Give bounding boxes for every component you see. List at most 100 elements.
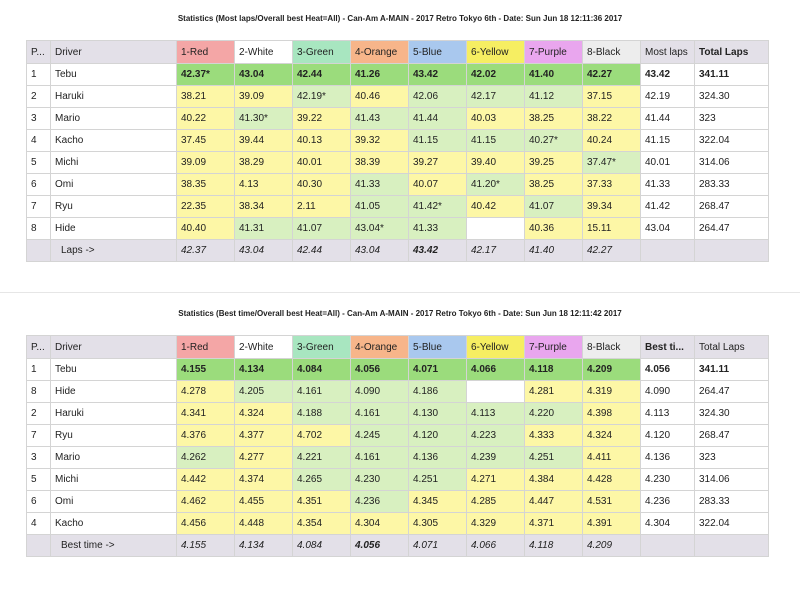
column-header[interactable]: 4-Orange xyxy=(350,335,409,359)
table-row[interactable]: 7 Ryu 4.376 4.377 4.702 4.245 4.120 4.223 4.333 4… xyxy=(26,424,769,447)
column-header[interactable]: Total Laps xyxy=(694,40,769,64)
lane-value-cell: 43.04* xyxy=(350,217,409,240)
lane-value-cell: 42.27 xyxy=(582,63,641,86)
total-laps-cell: 322.04 xyxy=(694,512,769,535)
lane-value-cell: 42.17 xyxy=(466,85,525,108)
column-header[interactable]: 3-Green xyxy=(292,40,351,64)
table-row[interactable]: 4 Kacho 4.456 4.448 4.354 4.304 4.305 4.329 4.37… xyxy=(26,512,769,535)
lane-value-cell: 39.40 xyxy=(466,151,525,174)
column-header[interactable]: 3-Green xyxy=(292,335,351,359)
lane-value-cell: 39.09 xyxy=(234,85,293,108)
column-header[interactable]: 8-Black xyxy=(582,40,641,64)
column-header[interactable]: 7-Purple xyxy=(524,335,583,359)
column-header[interactable]: 2-White xyxy=(234,335,293,359)
position-cell: 5 xyxy=(26,468,51,491)
lane-value-cell: 41.44 xyxy=(408,107,467,130)
best-cell: 41.44 xyxy=(640,107,695,130)
column-header[interactable]: 6-Yellow xyxy=(466,40,525,64)
column-header[interactable]: 6-Yellow xyxy=(466,335,525,359)
summary-empty-cell xyxy=(26,534,51,557)
lane-value-cell: 4.071 xyxy=(408,358,467,381)
table-row[interactable]: 3 Mario 40.22 41.30* 39.22 41.43 41.44 40.03 38.… xyxy=(26,107,769,130)
best-cell: 4.090 xyxy=(640,380,695,403)
table-row[interactable]: 4 Kacho 37.45 39.44 40.13 39.32 41.15 41.15 40.2… xyxy=(26,129,769,152)
position-cell: 2 xyxy=(26,402,51,425)
column-header[interactable]: Driver xyxy=(50,335,177,359)
column-header[interactable]: Most laps xyxy=(640,40,695,64)
table2-header-row: P... Driver 1-Red 2-White 3-Green 4-Orange 5-B… xyxy=(26,335,769,359)
position-cell: 2 xyxy=(26,85,51,108)
lane-value-cell: 4.13 xyxy=(234,173,293,196)
lane-value-cell: 4.230 xyxy=(350,468,409,491)
total-laps-cell: 283.33 xyxy=(694,490,769,513)
summary-value-cell: 41.40 xyxy=(524,239,583,262)
column-header[interactable]: P... xyxy=(26,335,51,359)
column-header[interactable]: Best ti... xyxy=(640,335,695,359)
driver-cell: Tebu xyxy=(50,358,177,381)
table-row[interactable]: 6 Omi 38.35 4.13 40.30 41.33 40.07 41.20* 38.25 3… xyxy=(26,173,769,196)
lane-value-cell: 38.25 xyxy=(524,173,583,196)
driver-cell: Haruki xyxy=(50,85,177,108)
lane-value-cell: 4.236 xyxy=(350,490,409,513)
lane-value-cell: 4.345 xyxy=(408,490,467,513)
table-row[interactable]: 2 Haruki 4.341 4.324 4.188 4.161 4.130 4.113 4.2… xyxy=(26,402,769,425)
table-row[interactable]: 5 Michi 39.09 38.29 40.01 38.39 39.27 39.40 39.2… xyxy=(26,151,769,174)
driver-cell: Ryu xyxy=(50,195,177,218)
table-row[interactable]: 5 Michi 4.442 4.374 4.265 4.230 4.251 4.271 4.38… xyxy=(26,468,769,491)
table-row[interactable]: 6 Omi 4.462 4.455 4.351 4.236 4.345 4.285 4.447 4… xyxy=(26,490,769,513)
table-row[interactable]: 2 Haruki 38.21 39.09 42.19* 40.46 42.06 42.17 41… xyxy=(26,85,769,108)
lane-value-cell: 4.285 xyxy=(466,490,525,513)
total-laps-cell: 341.11 xyxy=(694,358,769,381)
best-cell: 4.304 xyxy=(640,512,695,535)
lane-value-cell xyxy=(466,217,525,240)
column-header[interactable]: 4-Orange xyxy=(350,40,409,64)
table-row[interactable]: 7 Ryu 22.35 38.34 2.11 41.05 41.42* 40.42 41.07 3… xyxy=(26,195,769,218)
driver-cell: Mario xyxy=(50,107,177,130)
lane-value-cell: 4.354 xyxy=(292,512,351,535)
summary-value-cell: 43.04 xyxy=(350,239,409,262)
column-header[interactable]: Driver xyxy=(50,40,177,64)
column-header[interactable]: 7-Purple xyxy=(524,40,583,64)
column-header[interactable]: 8-Black xyxy=(582,335,641,359)
total-laps-cell: 264.47 xyxy=(694,380,769,403)
total-laps-cell: 268.47 xyxy=(694,195,769,218)
driver-cell: Omi xyxy=(50,173,177,196)
lane-value-cell: 4.448 xyxy=(234,512,293,535)
table-row[interactable]: 1 Tebu 42.37* 43.04 42.44 41.26 43.42 42.02 41.4… xyxy=(26,63,769,86)
total-laps-cell: 268.47 xyxy=(694,424,769,447)
best-cell: 4.236 xyxy=(640,490,695,513)
lane-value-cell: 4.442 xyxy=(176,468,235,491)
column-header[interactable]: P... xyxy=(26,40,51,64)
column-header[interactable]: 2-White xyxy=(234,40,293,64)
table-row[interactable]: 3 Mario 4.262 4.277 4.221 4.161 4.136 4.239 4.25… xyxy=(26,446,769,469)
total-laps-cell: 341.11 xyxy=(694,63,769,86)
column-header[interactable]: 1-Red xyxy=(176,335,235,359)
table-row[interactable]: 8 Hide 4.278 4.205 4.161 4.090 4.186 4.281 4.319… xyxy=(26,380,769,403)
lane-value-cell: 39.22 xyxy=(292,107,351,130)
total-laps-cell: 322.04 xyxy=(694,129,769,152)
table-row[interactable]: 1 Tebu 4.155 4.134 4.084 4.056 4.071 4.066 4.118… xyxy=(26,358,769,381)
lane-value-cell: 15.11 xyxy=(582,217,641,240)
column-header[interactable]: 5-Blue xyxy=(408,40,467,64)
table-row[interactable]: 8 Hide 40.40 41.31 41.07 43.04* 41.33 40.36 15.1… xyxy=(26,217,769,240)
position-cell: 8 xyxy=(26,380,51,403)
column-header[interactable]: Total Laps xyxy=(694,335,769,359)
position-cell: 1 xyxy=(26,63,51,86)
best-cell: 41.15 xyxy=(640,129,695,152)
best-cell: 4.113 xyxy=(640,402,695,425)
driver-cell: Kacho xyxy=(50,129,177,152)
column-header[interactable]: 1-Red xyxy=(176,40,235,64)
summary-value-cell: 42.44 xyxy=(292,239,351,262)
lane-value-cell: 41.40 xyxy=(524,63,583,86)
summary-value-cell: 42.17 xyxy=(466,239,525,262)
lane-value-cell: 4.376 xyxy=(176,424,235,447)
lane-value-cell: 42.37* xyxy=(176,63,235,86)
column-header[interactable]: 5-Blue xyxy=(408,335,467,359)
lane-value-cell: 40.13 xyxy=(292,129,351,152)
lane-value-cell: 40.40 xyxy=(176,217,235,240)
lane-value-cell: 41.26 xyxy=(350,63,409,86)
lane-value-cell: 4.161 xyxy=(292,380,351,403)
lane-value-cell: 38.29 xyxy=(234,151,293,174)
summary-row: Best time -> 4.155 4.134 4.084 4.056 4.071 4.0… xyxy=(26,534,769,557)
lane-value-cell: 4.130 xyxy=(408,402,467,425)
